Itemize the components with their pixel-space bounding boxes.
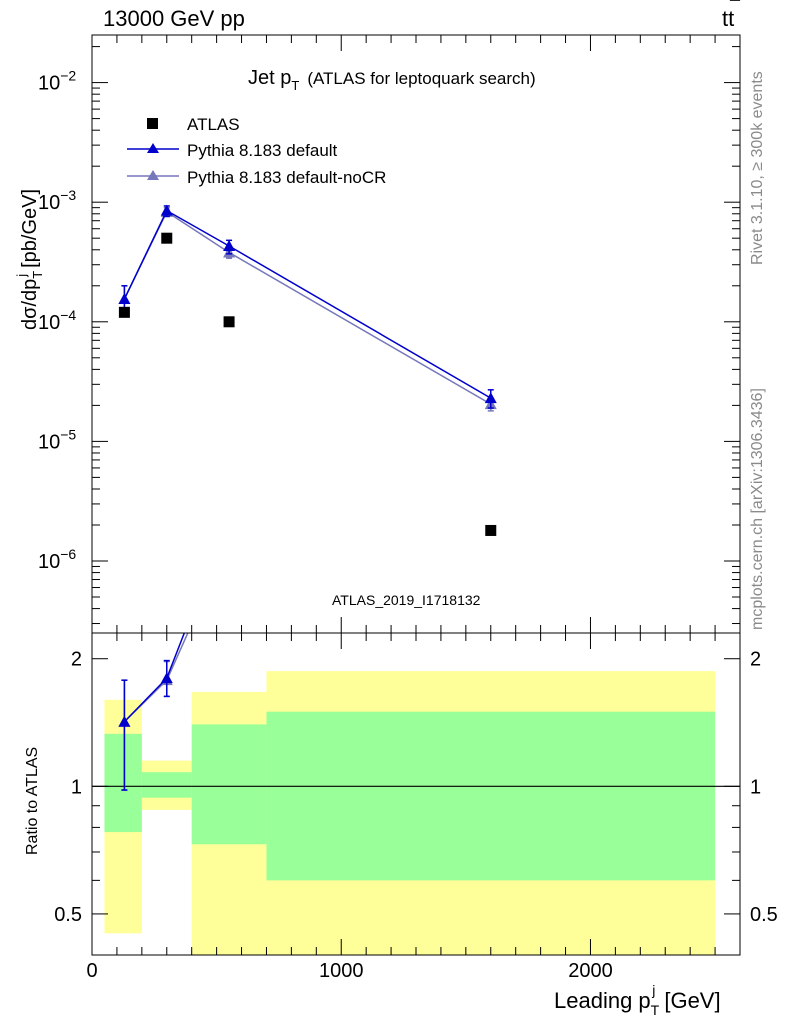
- main-y-tick-label: 10−6: [38, 546, 76, 573]
- atlas-data-point: [223, 316, 235, 328]
- ratio-y-tick-label-left: 2: [71, 649, 82, 671]
- mc-point: [223, 240, 236, 252]
- ratio-y-tick-label-right: 1: [750, 776, 761, 798]
- atlas-data-point: [485, 524, 497, 536]
- ratio-point: [118, 715, 131, 727]
- legend: ATLAS Pythia 8.183 default Pythia 8.183 …: [127, 115, 386, 187]
- uncertainty-band-inner: [191, 724, 267, 845]
- main-y-tick-label: 10−2: [38, 68, 76, 95]
- x-tick-label: 0: [86, 960, 97, 982]
- uncertainty-band-inner: [266, 711, 716, 881]
- uncertainty-band-inner: [104, 733, 142, 833]
- legend-entry-default: Pythia 8.183 default: [187, 141, 338, 160]
- main-y-tick-label: 10−3: [38, 187, 76, 214]
- ratio-panel: 0.5 0.5 1 1 2 2 0 1000 2000 Ratio to ATLAS Leadi…: [24, 632, 778, 1018]
- mc-point: [160, 204, 173, 216]
- main-y-tick-label: 10−4: [38, 307, 76, 334]
- x-axis-label: Leading pTj [GeV]: [554, 982, 721, 1018]
- atlas-data-point: [118, 306, 130, 318]
- header-process-label: tt: [722, 6, 734, 31]
- main-y-axis-label: dσ/dpTj[pb/GeV]: [14, 189, 45, 330]
- main-panel: Jet pT (ATLAS for leptoquark search) dσ/d…: [14, 34, 741, 634]
- ratio-line-pythia-8-183-default: [123, 633, 186, 723]
- mc-point: [484, 392, 497, 404]
- main-y-tick-label: 10−5: [38, 426, 76, 453]
- x-tick-label: 2000: [568, 960, 613, 982]
- ratio-y-tick-label-left: 1: [71, 776, 82, 798]
- legend-marker-default-nocr: [147, 170, 159, 180]
- legend-entry-default-nocr: Pythia 8.183 default-noCR: [187, 168, 386, 187]
- legend-entry-atlas: ATLAS: [187, 115, 240, 134]
- line-pythia-8-183-default-nocr: [123, 210, 492, 405]
- ratio-frame: [91, 632, 741, 956]
- ratio-y-tick-label-left: 0.5: [54, 904, 82, 926]
- ratio-y-tick-label-right: 2: [750, 649, 761, 671]
- atlas-data-point: [161, 232, 173, 244]
- x-tick-label: 1000: [319, 960, 364, 982]
- mc-point: [118, 293, 131, 305]
- main-title: Jet pT (ATLAS for leptoquark search): [248, 67, 536, 93]
- uncertainty-band-inner: [141, 772, 192, 798]
- ratio-y-axis-label: Ratio to ATLAS: [24, 747, 41, 855]
- analysis-watermark: ATLAS_2019_I1718132: [332, 592, 481, 608]
- ratio-y-tick-label-right: 0.5: [750, 904, 778, 926]
- line-pythia-8-183-default: [123, 209, 492, 399]
- header-process-bar: ¯: [729, 0, 741, 18]
- ratio-point: [160, 672, 173, 684]
- legend-marker-default: [147, 143, 159, 153]
- legend-marker-atlas: [147, 118, 158, 129]
- header-energy-label: 13000 GeV pp: [103, 6, 245, 31]
- rivet-label: Rivet 3.1.10, ≥ 300k events: [749, 71, 766, 265]
- mcplots-label: mcplots.cern.ch [arXiv:1306.3436]: [749, 388, 766, 630]
